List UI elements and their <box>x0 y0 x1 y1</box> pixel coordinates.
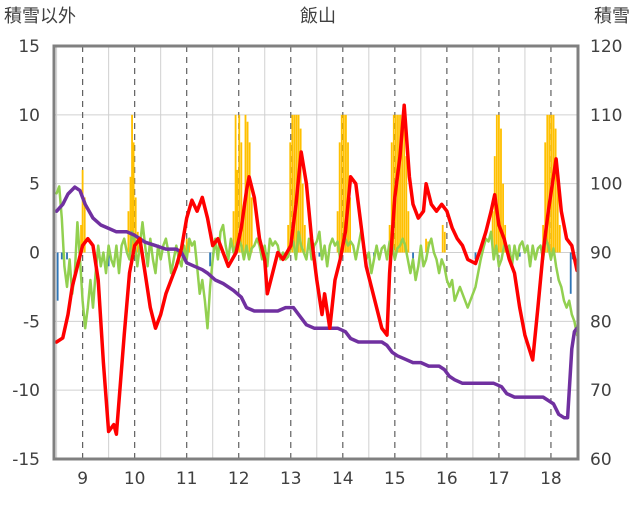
x-tick-label: 10 <box>124 469 146 489</box>
right-tick-label: 100 <box>590 175 622 195</box>
precip-bar <box>131 114 133 253</box>
x-tick-label: 9 <box>77 469 88 489</box>
precip-bar <box>232 211 235 253</box>
precip-bar <box>390 142 393 253</box>
left-tick-label: 0 <box>29 244 40 264</box>
left-tick-label: -10 <box>12 381 40 401</box>
precip-bar <box>388 224 391 253</box>
precip-bar <box>250 197 253 253</box>
precip-bar <box>340 114 343 253</box>
precip-bar <box>403 114 406 253</box>
series-lines <box>54 103 579 436</box>
precip-bar <box>554 128 557 253</box>
precip_neg-bar <box>107 252 110 267</box>
precip-bar <box>83 197 86 253</box>
precip-bar <box>234 114 237 253</box>
precip-bar <box>289 142 292 253</box>
precip-bar <box>81 169 84 253</box>
precip_neg-bar <box>518 252 521 257</box>
x-tick-label: 14 <box>332 469 354 489</box>
left-tick-label: 15 <box>18 37 40 57</box>
precip-bar <box>558 224 561 253</box>
right-axis-ticks: 120 110 100 90 80 70 60 <box>590 37 622 470</box>
precip_neg-bar <box>474 252 477 260</box>
precip-bar <box>405 156 408 253</box>
precip-bar <box>491 211 494 253</box>
precip_neg-bar <box>209 252 212 267</box>
x-tick-label: 12 <box>228 469 250 489</box>
precip_neg-bar <box>56 252 59 301</box>
left-tick-label: -15 <box>12 450 40 470</box>
precip-bar <box>548 114 551 253</box>
chart-title: 飯山 <box>300 6 336 27</box>
other-line <box>55 185 579 337</box>
precip-bar <box>129 176 132 253</box>
precip-bar <box>291 114 294 253</box>
precip-bar <box>546 114 549 253</box>
right-tick-label: 80 <box>590 312 612 332</box>
precip-bar <box>441 224 444 253</box>
precip_neg-bar <box>412 252 414 260</box>
left-axis-ticks: 15 10 5 0 -5 -10 -15 <box>12 37 40 470</box>
x-tick-label: 16 <box>436 469 458 489</box>
right-tick-label: 120 <box>590 37 622 57</box>
right-tick-label: 70 <box>590 381 612 401</box>
precip-bar <box>399 114 401 253</box>
left-tick-label: 10 <box>18 106 40 126</box>
precip-bar <box>242 211 245 253</box>
precip-bar <box>502 183 504 253</box>
precip-bar <box>248 142 251 253</box>
precip-bar <box>244 114 247 253</box>
left-axis-label: 積雪以外 <box>4 6 76 27</box>
precip-bar <box>495 114 498 253</box>
x-tick-label: 17 <box>488 469 510 489</box>
right-tick-label: 60 <box>590 450 612 470</box>
precip-bar <box>287 224 290 253</box>
precip-bar <box>185 238 188 253</box>
precip-bar <box>301 183 304 253</box>
precip-bar <box>349 197 351 253</box>
right-tick-label: 90 <box>590 244 612 264</box>
precip-bar <box>238 114 241 253</box>
precip-bar <box>443 231 446 253</box>
precip-bar <box>401 114 404 253</box>
precip-bar <box>236 169 239 253</box>
precip-bar <box>544 142 547 253</box>
right-axis-label: 積雪 <box>594 6 630 27</box>
x-tick-label: 11 <box>176 469 198 489</box>
precip_neg-bar <box>66 252 68 260</box>
precip-bar <box>345 114 347 253</box>
left-tick-label: 5 <box>29 175 40 195</box>
precip_neg-bar <box>60 252 63 260</box>
precip-bar <box>132 142 135 253</box>
precip-bar <box>497 114 500 253</box>
temperature-line <box>54 103 579 436</box>
precip-bar <box>303 224 306 253</box>
precip-bar <box>299 128 302 253</box>
plot-frame <box>52 44 580 461</box>
x-tick-label: 13 <box>280 469 302 489</box>
precip-bar <box>556 183 559 253</box>
precip-bar <box>80 224 82 253</box>
left-tick-label: -5 <box>23 312 40 332</box>
precip-bar <box>336 211 339 253</box>
x-tick-label: 18 <box>540 469 562 489</box>
precip-bar <box>240 142 243 253</box>
precip-bar <box>134 197 137 253</box>
precip-bar <box>407 211 410 253</box>
precip-bar <box>342 114 345 253</box>
precip-bar <box>500 128 502 253</box>
precip-bar <box>338 142 341 253</box>
precip-bar <box>425 238 427 253</box>
precip-bar <box>293 114 296 253</box>
x-tick-label: 15 <box>384 469 406 489</box>
precip_neg-bar <box>318 252 321 257</box>
precip_neg-bar <box>569 252 572 294</box>
precip-bar <box>392 114 395 253</box>
x-axis-ticks: 9 10 11 12 13 14 15 16 17 18 <box>77 469 562 489</box>
right-tick-label: 110 <box>590 106 622 126</box>
